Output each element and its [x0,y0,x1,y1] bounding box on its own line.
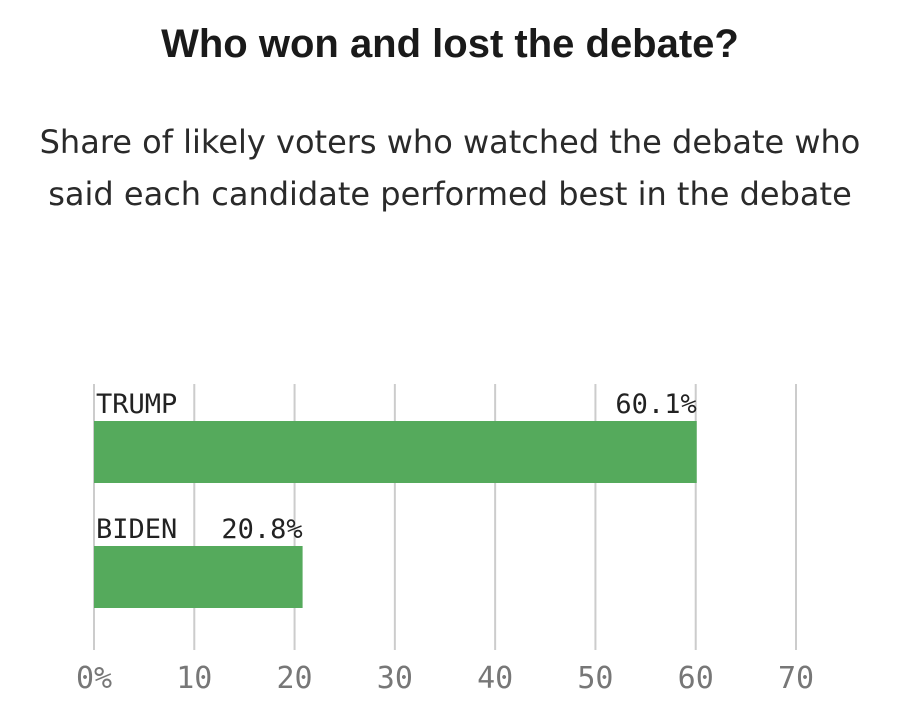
x-tick-label-30: 30 [377,661,413,696]
x-tick-label-20: 20 [277,661,313,696]
chart-subtitle: Share of likely voters who watched the d… [39,123,861,213]
category-label-trump: TRUMP [96,389,177,420]
x-tick-label-50: 50 [577,661,613,696]
chart-title: Who won and lost the debate? [161,22,739,66]
value-label-trump: 60.1% [615,389,696,420]
value-label-biden: 20.8% [221,514,302,545]
x-axis-ticks: 0% 10 20 30 40 50 60 70 [76,661,814,696]
category-label-biden: BIDEN [96,514,177,545]
bar-trump [94,421,697,483]
bar-biden [94,546,303,608]
x-tick-label-40: 40 [477,661,513,696]
x-tick-label-70: 70 [778,661,814,696]
x-tick-label-10: 10 [176,661,212,696]
x-tick-label-60: 60 [678,661,714,696]
x-tick-label-0: 0% [76,661,112,696]
labels: TRUMP 60.1% BIDEN 20.8% [96,389,697,545]
bars [94,421,697,608]
